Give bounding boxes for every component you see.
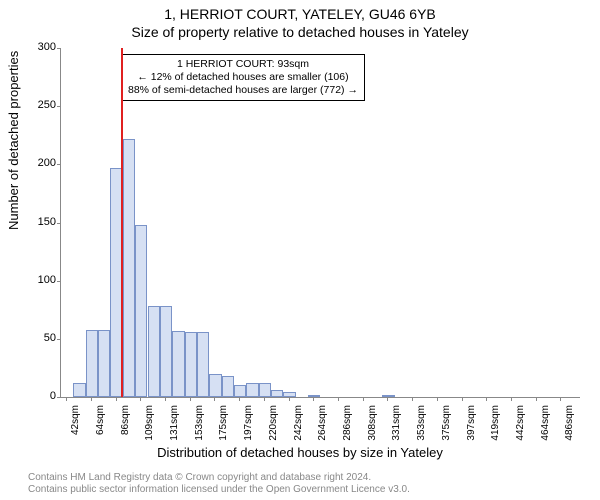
histogram-bar (246, 383, 258, 397)
x-tick-label: 175sqm (218, 405, 229, 445)
x-tick-mark (560, 397, 561, 401)
x-tick-mark (363, 397, 364, 401)
y-tick-mark (57, 223, 61, 224)
histogram-bar (148, 306, 160, 397)
y-tick-label: 300 (26, 41, 56, 53)
x-tick-label: 286sqm (342, 405, 353, 445)
x-tick-mark (264, 397, 265, 401)
footer-line-1: Contains HM Land Registry data © Crown c… (28, 472, 410, 484)
x-tick-label: 64sqm (95, 405, 106, 445)
x-tick-label: 42sqm (70, 405, 81, 445)
x-tick-label: 264sqm (317, 405, 328, 445)
annotation-line-2: ← 12% of detached houses are smaller (10… (128, 71, 358, 84)
x-tick-mark (66, 397, 67, 401)
y-tick-label: 50 (26, 332, 56, 344)
x-tick-mark (536, 397, 537, 401)
x-tick-mark (289, 397, 290, 401)
histogram-bar (123, 139, 135, 397)
x-axis-label: Distribution of detached houses by size … (0, 445, 600, 460)
histogram-bar (73, 383, 85, 397)
x-tick-label: 220sqm (268, 405, 279, 445)
x-tick-mark (313, 397, 314, 401)
y-tick-mark (57, 48, 61, 49)
histogram-bar (283, 392, 295, 397)
x-tick-label: 353sqm (416, 405, 427, 445)
y-tick-label: 150 (26, 216, 56, 228)
x-tick-mark (338, 397, 339, 401)
y-tick-mark (57, 397, 61, 398)
x-tick-label: 464sqm (540, 405, 551, 445)
x-tick-mark (190, 397, 191, 401)
x-tick-label: 375sqm (441, 405, 452, 445)
histogram-bar (160, 306, 172, 397)
plot-area: 1 HERRIOT COURT: 93sqm ← 12% of detached… (60, 48, 580, 398)
x-tick-mark (412, 397, 413, 401)
histogram-bar (185, 332, 197, 397)
y-tick-label: 200 (26, 157, 56, 169)
histogram-bar (222, 376, 234, 397)
x-tick-label: 153sqm (194, 405, 205, 445)
x-tick-mark (91, 397, 92, 401)
x-tick-label: 131sqm (169, 405, 180, 445)
footer-line-2: Contains public sector information licen… (28, 484, 410, 496)
x-tick-mark (239, 397, 240, 401)
x-tick-label: 197sqm (243, 405, 254, 445)
histogram-bar (98, 330, 110, 397)
histogram-bar (234, 385, 246, 397)
histogram-bar (259, 383, 271, 397)
x-tick-label: 242sqm (293, 405, 304, 445)
histogram-bar (86, 330, 98, 397)
x-tick-mark (462, 397, 463, 401)
y-tick-label: 0 (26, 390, 56, 402)
histogram-bar (209, 374, 221, 397)
chart-title-address: 1, HERRIOT COURT, YATELEY, GU46 6YB (0, 6, 600, 22)
histogram-bar (135, 225, 147, 397)
y-tick-label: 250 (26, 99, 56, 111)
x-tick-mark (437, 397, 438, 401)
histogram-bar (308, 395, 320, 397)
x-tick-mark (140, 397, 141, 401)
y-tick-mark (57, 281, 61, 282)
x-tick-label: 419sqm (490, 405, 501, 445)
histogram-bar (271, 390, 283, 397)
footer-attribution: Contains HM Land Registry data © Crown c… (28, 472, 410, 496)
chart-title-subtitle: Size of property relative to detached ho… (0, 24, 600, 40)
property-marker-line (121, 48, 123, 397)
histogram-bar (197, 332, 209, 397)
y-tick-mark (57, 106, 61, 107)
x-tick-label: 486sqm (564, 405, 575, 445)
x-tick-label: 308sqm (367, 405, 378, 445)
x-tick-mark (214, 397, 215, 401)
x-tick-mark (387, 397, 388, 401)
x-tick-label: 86sqm (120, 405, 131, 445)
y-tick-mark (57, 339, 61, 340)
annotation-line-1: 1 HERRIOT COURT: 93sqm (128, 58, 358, 71)
histogram-bar (172, 331, 184, 397)
histogram-bar (382, 395, 394, 397)
annotation-box: 1 HERRIOT COURT: 93sqm ← 12% of detached… (121, 54, 365, 101)
x-tick-mark (116, 397, 117, 401)
y-axis-label: Number of detached properties (6, 51, 21, 230)
y-tick-label: 100 (26, 274, 56, 286)
annotation-line-3: 88% of semi-detached houses are larger (… (128, 84, 358, 97)
x-tick-label: 331sqm (391, 405, 402, 445)
x-tick-label: 442sqm (515, 405, 526, 445)
y-tick-mark (57, 164, 61, 165)
x-tick-label: 109sqm (144, 405, 155, 445)
x-tick-mark (165, 397, 166, 401)
x-tick-label: 397sqm (466, 405, 477, 445)
x-tick-mark (511, 397, 512, 401)
x-tick-mark (486, 397, 487, 401)
